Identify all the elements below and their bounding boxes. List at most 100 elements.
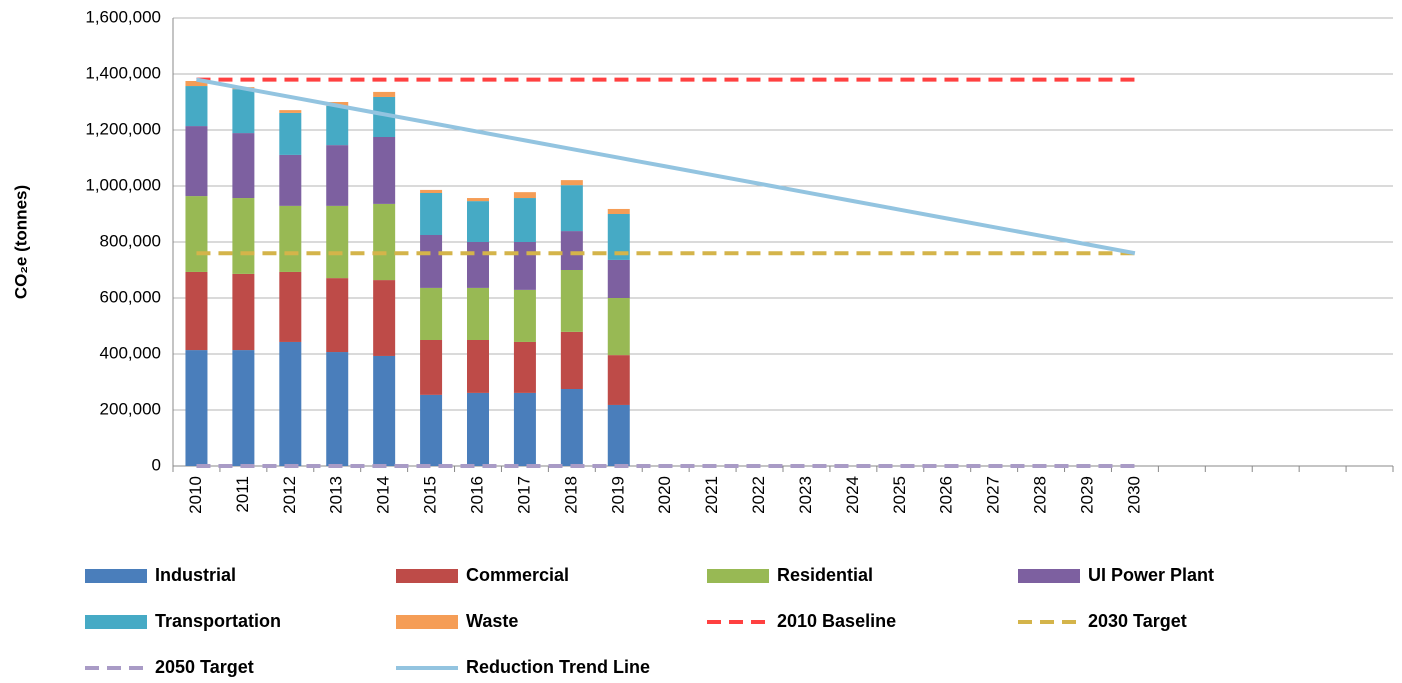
legend-label: 2030 Target [1088, 611, 1187, 631]
bar-segment [560, 231, 583, 270]
bar-segment [513, 392, 536, 466]
legend-label: Waste [466, 611, 518, 631]
bar-segment [607, 259, 630, 298]
bar-segment [185, 350, 208, 466]
x-tick-label: 2021 [702, 476, 721, 514]
bar-segment [467, 201, 489, 242]
bar-segment [607, 214, 630, 260]
bar-segment [560, 331, 583, 389]
bar-segment [373, 91, 396, 97]
bar-segment [373, 137, 396, 204]
legend-swatch [396, 569, 458, 583]
x-tick-label: 2020 [655, 476, 674, 514]
bar-segment [467, 287, 489, 340]
bar-segment [185, 271, 208, 351]
bar-segment [185, 196, 208, 272]
bar-segment [279, 154, 302, 206]
bar-segment [373, 355, 396, 466]
bar-segment [326, 145, 349, 206]
x-tick-label: 2014 [374, 476, 393, 514]
bar-segment [326, 278, 349, 353]
x-tick-label: 2027 [984, 476, 1003, 514]
legend-label: Commercial [466, 565, 569, 585]
bar-segment [513, 341, 536, 393]
bar-segment [513, 242, 536, 290]
bar-segment [232, 350, 255, 466]
y-tick-label: 1,400,000 [85, 63, 161, 82]
x-tick-label: 2026 [937, 476, 956, 514]
bar-segment [560, 180, 583, 186]
bar-segment [232, 198, 255, 274]
y-tick-label: 1,200,000 [85, 119, 161, 138]
legend-label: 2050 Target [155, 657, 254, 677]
x-tick-label: 2023 [796, 476, 815, 514]
y-tick-label: 400,000 [100, 343, 161, 362]
bar-segment [326, 205, 349, 279]
x-tick-label: 2018 [561, 476, 580, 514]
bar-segment [467, 242, 489, 288]
y-tick-label: 1,600,000 [85, 7, 161, 26]
x-tick-label: 2011 [233, 476, 252, 513]
bar-segment [607, 298, 630, 356]
bar-segment [607, 208, 630, 214]
bar-segment [232, 89, 255, 134]
legend-label: Transportation [155, 611, 281, 631]
bar-segment [326, 105, 349, 146]
bar-segment [513, 289, 536, 342]
bar-segment [185, 86, 208, 127]
bar-segment [232, 133, 255, 199]
bar-segment [513, 192, 536, 199]
bar-segment [279, 112, 302, 155]
bar-segment [279, 205, 302, 272]
bar-segment [560, 389, 583, 466]
y-tick-label: 1,000,000 [85, 175, 161, 194]
bar-segment [279, 341, 302, 466]
line-series [196, 77, 1136, 256]
x-tick-label: 2022 [749, 476, 768, 514]
bar-segment [420, 235, 443, 288]
bar-segment [607, 404, 630, 466]
bar-segment [373, 96, 396, 137]
bar-segment [373, 203, 396, 281]
bar-segment [560, 270, 583, 332]
bar-segment [467, 198, 489, 202]
bar-segment [420, 394, 443, 466]
y-tick-label: 0 [152, 455, 161, 474]
bar-segment [279, 110, 302, 113]
x-tick-label: 2029 [1077, 476, 1096, 514]
y-tick-label: 200,000 [100, 399, 161, 418]
legend-swatch [707, 569, 769, 583]
bar-segment [326, 352, 349, 466]
x-tick-label: 2013 [327, 476, 346, 514]
bar-segment [373, 280, 396, 356]
x-tick-label: 2012 [280, 476, 299, 514]
legend-label: Industrial [155, 565, 236, 585]
bar-segment [420, 193, 443, 235]
legend-swatch [1018, 569, 1080, 583]
bar-segment [232, 273, 255, 351]
x-tick-label: 2024 [843, 476, 862, 514]
x-tick-label: 2010 [186, 476, 205, 514]
bar-segment [513, 198, 536, 242]
bar-segment [560, 185, 583, 232]
bar-segment [467, 340, 489, 393]
bar-segment [420, 340, 443, 395]
bar-segment [467, 392, 489, 466]
bar-segment [420, 189, 443, 193]
y-axis-label: CO₂e (tonnes) [11, 185, 30, 299]
x-tick-label: 2028 [1031, 476, 1050, 514]
x-tick-label: 2025 [890, 476, 909, 514]
x-tick-label: 2017 [514, 476, 533, 514]
y-tick-label: 800,000 [100, 231, 161, 250]
legend-swatch [396, 615, 458, 629]
bar-segment [185, 81, 208, 87]
legend-label: Residential [777, 565, 873, 585]
x-tick-label: 2016 [467, 476, 486, 514]
bar-segment [420, 287, 443, 340]
x-tick-label: 2015 [421, 476, 440, 514]
legend-swatch [85, 615, 147, 629]
y-tick-label: 600,000 [100, 287, 161, 306]
legend-label: Reduction Trend Line [466, 657, 650, 677]
x-tick-label: 2030 [1124, 476, 1143, 514]
